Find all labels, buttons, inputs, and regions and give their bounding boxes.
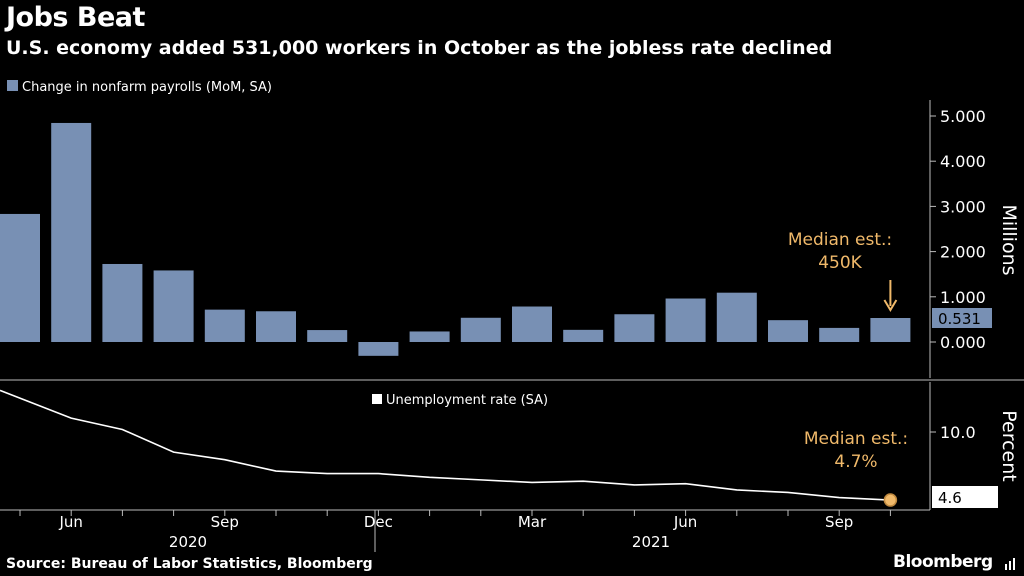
bar-2020-07 <box>102 263 143 342</box>
bar-2020-11 <box>307 330 348 342</box>
bar-2020-05 <box>0 213 40 342</box>
top-axis-unit-label: Millions <box>998 204 1020 275</box>
x-month-label: Jun <box>673 513 697 531</box>
x-axis-ticks: Jun Sep Dec Mar Jun Sep <box>19 510 891 531</box>
bar-2021-01 <box>409 331 450 342</box>
bar-2021-05 <box>614 314 655 342</box>
top-tick-label: 4.000 <box>940 152 986 171</box>
line-legend-label: Unemployment rate (SA) <box>386 393 548 408</box>
bar-2020-12 <box>358 342 399 356</box>
x-month-label: Sep <box>211 513 239 531</box>
bar-2021-04 <box>563 329 604 342</box>
arrow-head <box>883 299 898 312</box>
top-axis-ticks: 0.000 1.000 2.000 3.000 4.000 5.000 <box>930 107 986 352</box>
bar-legend-label: Change in nonfarm payrolls (MoM, SA) <box>22 80 272 95</box>
source-note: Source: Bureau of Labor Statistics, Bloo… <box>6 556 373 572</box>
bar-2020-09 <box>204 309 245 342</box>
top-tick-label: 5.000 <box>940 107 986 126</box>
bar-2021-07 <box>716 292 757 342</box>
bar-2021-03 <box>512 306 552 342</box>
line-last-value-tag <box>932 486 998 508</box>
top-tick-label: 0.000 <box>940 333 986 352</box>
x-year-label-2021: 2021 <box>632 533 670 551</box>
bottom-axis-ticks: 10.0 <box>930 423 976 442</box>
brand-logo: Bloomberg <box>893 552 993 572</box>
bloomberg-icon <box>1005 558 1015 570</box>
bar-legend-swatch <box>7 80 18 91</box>
top-tick-label: 1.000 <box>940 288 986 307</box>
x-month-label: Sep <box>825 513 853 531</box>
bar-2021-09 <box>819 327 860 342</box>
line-end-marker <box>883 493 898 507</box>
x-month-label: Jun <box>58 513 82 531</box>
bar-2021-06 <box>665 298 706 342</box>
bar-annotation-line1: Median est.: <box>788 230 892 250</box>
top-tick-label: 2.000 <box>940 243 986 262</box>
x-month-label: Dec <box>364 513 393 531</box>
bar-2020-08 <box>153 270 194 342</box>
bar-2021-10 <box>870 317 911 342</box>
line-series <box>0 389 891 501</box>
x-month-label: Mar <box>518 513 547 531</box>
line-annotation-line1: Median est.: <box>804 429 908 449</box>
bar-2021-02 <box>460 317 501 342</box>
bar-last-value-text: 0.531 <box>938 310 981 328</box>
bottom-axis-unit-label: Percent <box>998 410 1020 482</box>
x-year-label-2020: 2020 <box>169 533 207 551</box>
bar-annotation-arrow <box>883 280 898 312</box>
line-annotation-line2: 4.7% <box>834 452 877 472</box>
line-last-value-text: 4.6 <box>938 489 962 507</box>
chart-subtitle: U.S. economy added 531,000 workers in Oc… <box>6 37 833 59</box>
bar-2021-08 <box>768 320 808 342</box>
bar-series <box>0 122 911 356</box>
bar-2020-10 <box>256 311 296 342</box>
bar-last-value-tag: 0.531 <box>932 307 992 328</box>
line-legend-swatch <box>372 394 382 404</box>
bottom-tick-label: 10.0 <box>940 423 976 442</box>
bar-2020-06 <box>51 122 92 342</box>
top-tick-label: 3.000 <box>940 197 986 216</box>
bar-annotation-line2: 450K <box>818 253 862 273</box>
chart-title: Jobs Beat <box>6 2 145 33</box>
